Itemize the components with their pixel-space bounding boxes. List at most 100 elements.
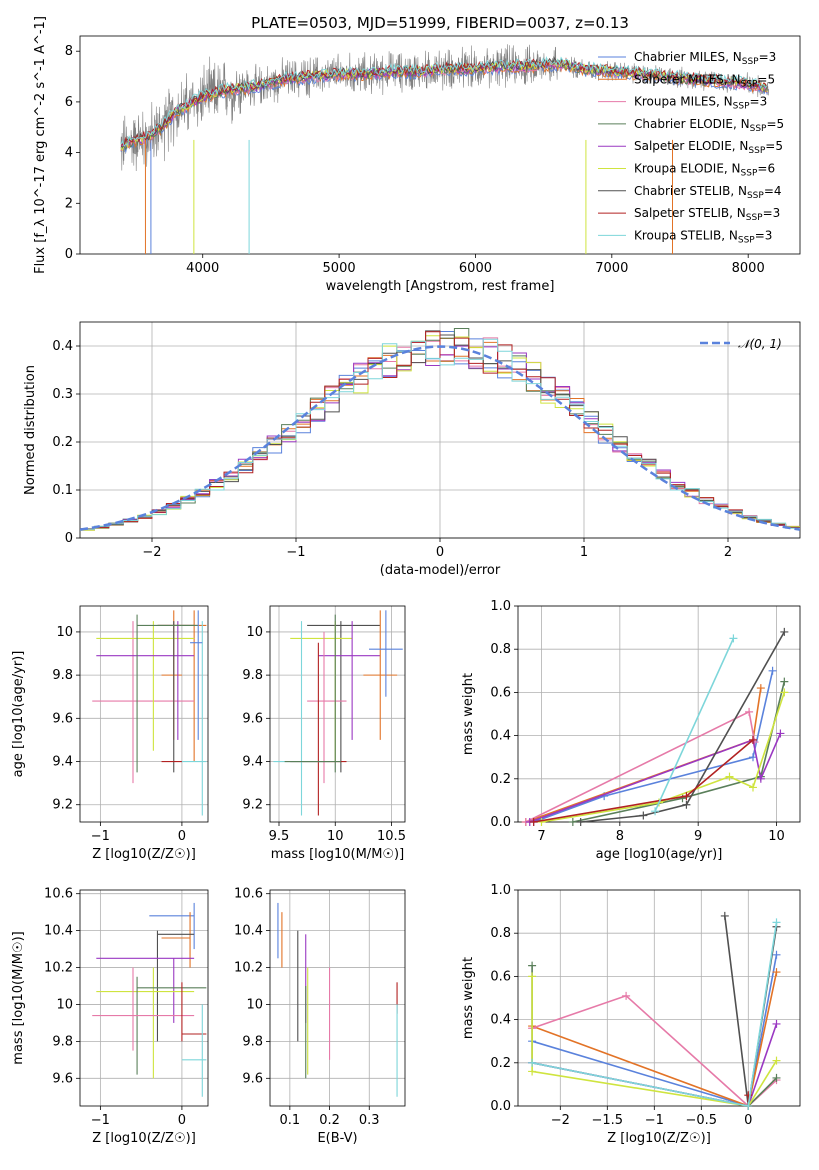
x-tick-label: 9 [694,829,702,844]
legend-label: Chabrier STELIB, NSSP=4 [634,184,782,201]
x-axis-label: age [log10(age/yr)] [596,847,723,862]
x-tick-label: 0.1 [280,1113,301,1128]
x-axis-label: Z [log10(Z/Z☉)] [92,847,196,862]
weight-marker [528,972,537,981]
y-tick-label: 10.4 [44,924,73,939]
weight-line [529,733,782,823]
y-tick-label: 0.2 [490,1056,511,1071]
x-tick-label: 9.5 [269,829,290,844]
x-tick-label: 7 [537,829,545,844]
y-tick-label: 0 [65,531,73,546]
y-axis-label: age [log10(age/yr)] [11,651,26,778]
y-tick-label: 10.2 [44,961,73,976]
legend-subscript: SSP [741,169,758,179]
y-tick-label: 0.0 [490,815,511,830]
weight-marker [744,1102,753,1110]
y-tick-label: 1.0 [490,883,511,898]
y-tick-label: 0.4 [490,729,511,744]
x-tick-label: −1 [286,545,305,560]
weight-line [531,976,778,1107]
y-tick-label: 9.8 [242,668,263,683]
legend-label: Chabrier ELODIE, NSSP=5 [634,117,784,134]
weight-marker [529,818,538,826]
mass-vs-Z-frame [79,889,209,1107]
x-tick-label: 0 [744,1113,752,1128]
weight-marker [772,1019,781,1028]
weight-marker [528,1058,537,1067]
legend-tail: =5 [757,72,775,86]
y-tick-label: 0.6 [490,969,511,984]
y-tick-label: 0.3 [52,387,73,402]
y-axis-label: mass [log10(M/M☉)] [11,931,26,1064]
y-tick-label: 10.6 [234,887,263,902]
legend-tail: =5 [766,117,784,131]
model-spectrum [120,56,768,147]
weight-vs-Z-axes: −2 −1.5 −1 −0.5 0 0.0 0.2 0.4 0.6 0.8 1.0 Z [log10(… [461,883,801,1146]
legend-subscript: SSP [742,57,759,67]
y-tick-label: 0.4 [52,339,73,354]
y-tick-label: 0.8 [490,642,511,657]
y-tick-label: 10.4 [234,924,263,939]
x-axis-label: wavelength [Angstrom, rest frame] [326,279,555,294]
spectrum-frame [79,35,801,255]
y-tick-label: 0.1 [52,483,73,498]
y-tick-label: 9.2 [242,798,263,813]
y-tick-label: 2 [65,196,73,211]
weight-marker [745,707,754,716]
legend-subscript: SSP [746,213,763,223]
x-tick-label: −1 [645,1113,664,1128]
weight-marker [772,950,781,959]
age-vs-mass-frame [269,605,406,823]
spectrum-axes: 4000 5000 6000 7000 8000 0 2 4 6 8 wavelength [Ang… [33,16,801,294]
legend-subscript: SSP [750,124,767,134]
x-tick-label: −2 [142,545,161,560]
y-tick-label: 9.8 [52,668,73,683]
legend-tail: =3 [759,50,777,64]
figure-title: PLATE=0503, MJD=51999, FIBERID=0037, z=0… [251,14,629,32]
legend-tail: =3 [763,206,781,220]
spectrum-legend: Chabrier MILES, NSSP=3 Salpeter MILES, NS… [598,50,784,245]
x-tick-label: 10 [768,829,785,844]
y-tick-label: 9.4 [242,755,263,770]
y-tick-label: 10.2 [234,961,263,976]
legend-subscript: SSP [748,146,765,156]
weight-marker [651,807,660,816]
x-tick-label: 4000 [186,261,219,276]
weight-line [533,670,774,823]
x-tick-label: −1 [91,1113,110,1128]
legend-tail: =6 [757,162,775,176]
x-tick-label: 0.2 [319,1113,340,1128]
y-tick-label: 9.6 [52,1071,73,1086]
x-tick-label: 0 [178,829,186,844]
legend-label: Kroupa ELODIE, NSSP=6 [634,162,775,179]
y-tick-label: 0.2 [52,435,73,450]
x-tick-label: 2 [724,545,732,560]
y-tick-label: 9.6 [242,1071,263,1086]
x-tick-label: 10.5 [377,829,406,844]
y-tick-label: 10 [56,997,73,1012]
y-tick-label: 10 [56,625,73,640]
weight-marker [682,792,691,801]
weight-marker [744,1091,753,1100]
weight-marker [528,1067,537,1076]
weight-marker [749,783,757,792]
age-vs-Z-axes: −1 0 9.2 9.4 9.6 9.8 10 Z [log10(Z/Z☉)] age [log… [11,605,209,862]
y-tick-label: 0.6 [490,685,511,700]
y-tick-label: 9.6 [242,711,263,726]
y-tick-label: 4 [65,146,73,161]
y-tick-label: 1.0 [490,599,511,614]
y-tick-label: 9.8 [52,1034,73,1049]
spectrum-lines [120,44,769,254]
x-axis-label: E(B-V) [317,1131,357,1146]
legend-subscript: SSP [738,235,755,245]
weight-vs-age-frame [517,605,801,823]
legend-subscript: SSP [741,79,758,89]
x-tick-label: 0 [436,545,444,560]
y-tick-label: 10.6 [44,887,73,902]
weight-marker [756,774,765,783]
y-axis-label: Flux [f_λ 10^-17 erg cm^-2 s^-1 A^-1] [33,16,48,274]
legend-label: 𝒩(0, 1) [738,337,782,351]
x-tick-label: −0.5 [686,1113,718,1128]
weight-vs-Z-frame [517,889,801,1107]
